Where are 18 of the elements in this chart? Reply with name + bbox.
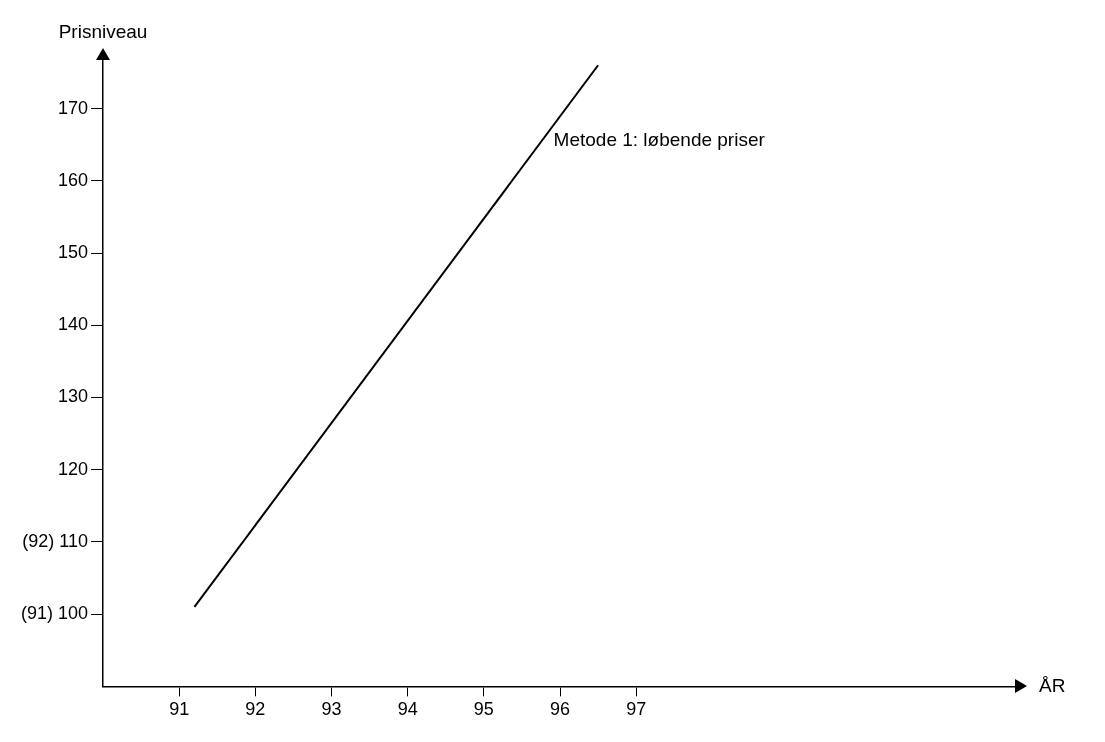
x-tick-label: 91 — [169, 699, 190, 720]
y-tick-label: 170 — [58, 97, 89, 118]
x-tick-label: 97 — [626, 699, 647, 720]
y-axis-title: Prisniveau — [58, 20, 148, 42]
x-tick-label: 92 — [245, 699, 266, 720]
y-tick-label: 150 — [58, 241, 89, 262]
x-tick-label: 93 — [321, 699, 342, 720]
y-tick-label: 160 — [58, 169, 89, 190]
x-tick-label: 96 — [550, 699, 571, 720]
y-tick-label: (91) 100 — [21, 603, 89, 624]
x-tick-label: 94 — [397, 699, 418, 720]
y-tick-label: 120 — [58, 458, 89, 479]
series-label: Metode 1: løbende priser — [553, 129, 766, 151]
y-tick-label: 130 — [58, 386, 89, 407]
x-axis-title: ÅR — [1039, 674, 1066, 696]
y-tick-label: (92) 110 — [22, 530, 89, 551]
x-tick-label: 95 — [473, 699, 494, 720]
y-tick-label: 140 — [58, 314, 89, 335]
